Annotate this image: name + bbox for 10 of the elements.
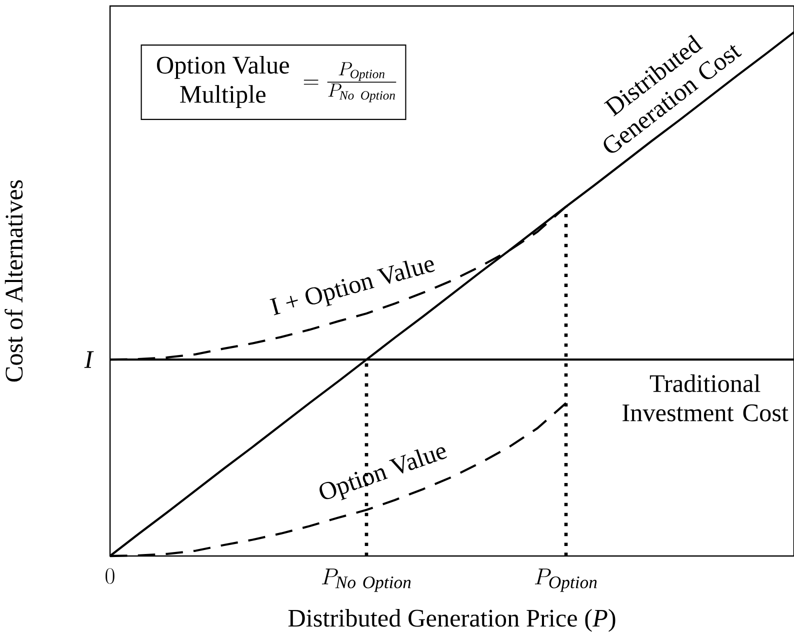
x-tick-label: $P_{\mathit{No\ Option}}$ [322, 568, 411, 592]
series-label: Traditional Investment Cost [622, 374, 788, 422]
text: I + Option Value [270, 260, 435, 316]
annotation: $\begin{array}{c}\text{Option Value}\\\text{Multiple}\end{array}=\frac{P_{\mathit{Option}}}{P_{\mathit{No\ Option}}}$ [156, 56, 396, 108]
x-tick-label: $P_{\mathit{Option}}$ [534, 568, 597, 592]
x-axis-title: Distributed Generation Price (P) [288, 609, 616, 632]
y-axis-title: Cost of Alternatives [4, 180, 23, 382]
text: I [84, 351, 94, 368]
text: Option Value [320, 447, 447, 500]
x-tick-label: $0$ [106, 568, 114, 584]
